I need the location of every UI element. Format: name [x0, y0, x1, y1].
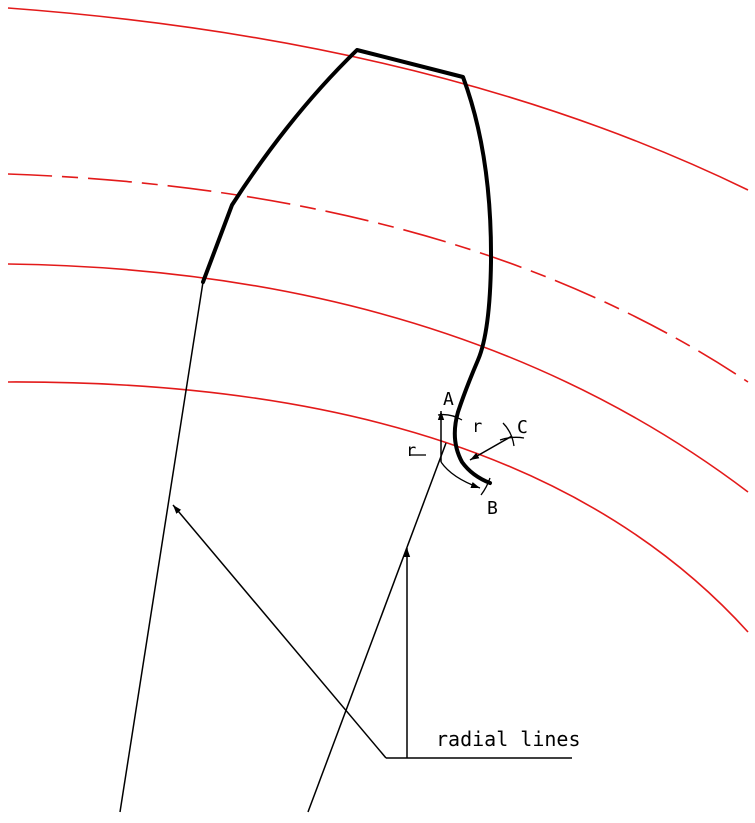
label-r-left: r — [406, 441, 416, 461]
fillet-arc — [440, 461, 481, 489]
pitch-circle — [7, 173, 749, 383]
label-b: B — [487, 498, 498, 519]
radial-line-left — [119, 281, 204, 813]
radius-arrow-c — [469, 435, 513, 461]
addendum-circle — [7, 7, 749, 191]
tick-arc-c1 — [502, 422, 515, 447]
tick-arc-b — [480, 477, 491, 496]
callout-label: radial lines — [436, 727, 581, 751]
label-c: C — [517, 417, 528, 438]
radial-line-right — [307, 442, 447, 813]
label-r-mid: r — [472, 417, 482, 437]
leader-to-left — [172, 504, 387, 759]
tick-arc-a — [437, 413, 463, 421]
base-circle — [7, 263, 749, 493]
label-a: A — [443, 389, 454, 410]
tick-arc-c2 — [499, 436, 525, 441]
dedendum-circle — [7, 381, 749, 633]
tooth-profile — [201, 48, 494, 485]
